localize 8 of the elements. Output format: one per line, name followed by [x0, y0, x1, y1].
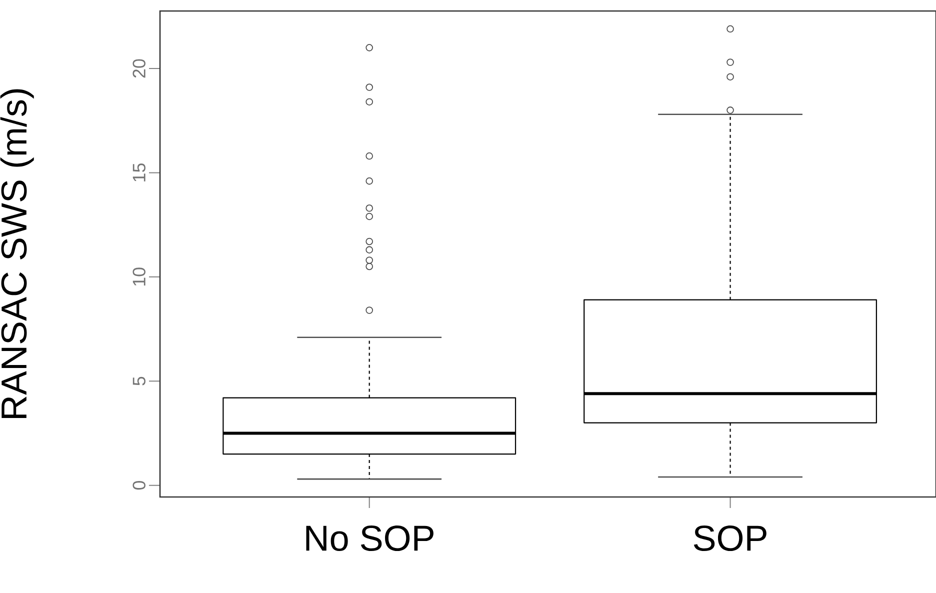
x-tick-label: SOP — [694, 526, 766, 551]
y-axis-title: RANSAC SWS (m/s) — [0, 89, 34, 418]
y-tick-label: 10 — [132, 268, 146, 286]
y-tick-label: 15 — [132, 163, 146, 182]
y-tick-label: 20 — [132, 59, 146, 78]
x-tick-label: No SOP — [306, 526, 434, 551]
y-tick-label: 0 — [132, 481, 146, 490]
y-tick-label: 5 — [132, 376, 146, 386]
